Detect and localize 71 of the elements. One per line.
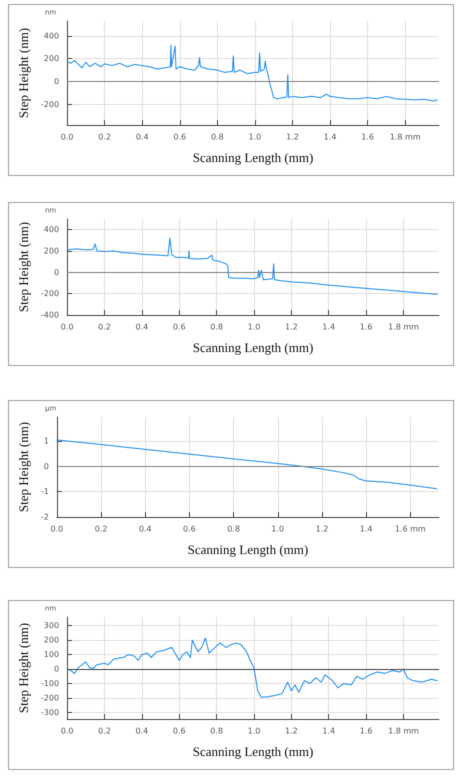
y-tick-label: 0: [54, 664, 60, 674]
x-tick-label: 0.8: [210, 726, 223, 736]
y-axis-title: Step Height (nm): [16, 622, 31, 714]
y-tick-label: 0: [54, 268, 60, 277]
x-tick-label: 1.6: [360, 726, 372, 736]
y-tick-label: -400: [40, 310, 60, 320]
y-tick-label: -300: [40, 708, 60, 717]
x-tick-label: 1.8 mm: [388, 726, 420, 736]
x-tick-label: 1.2: [284, 726, 298, 736]
y-tick-label: 200: [44, 246, 60, 256]
y-tick-label: 0: [44, 462, 49, 471]
x-tick-label: 1.2: [286, 132, 299, 142]
y-tick-label: -100: [40, 679, 60, 688]
x-tick-label: 0.4: [135, 726, 148, 736]
y-tick-label: 1: [44, 436, 49, 446]
y-tick-label: -1: [40, 487, 49, 496]
x-tick-label: 1.8 mm: [388, 322, 420, 332]
x-tick-label: 1.2: [284, 322, 298, 332]
x-tick-label: 1.4: [360, 524, 372, 534]
y-tick-label: 200: [44, 54, 60, 64]
x-tick-label: 1.4: [322, 322, 336, 332]
x-tick-label: 1.0: [248, 726, 260, 736]
x-tick-label: 1.0: [271, 524, 284, 534]
y-tick-label: 100: [44, 650, 60, 660]
line-series: [66, 44, 438, 102]
y-tick-label: 300: [44, 621, 60, 630]
y-tick-label: 400: [44, 225, 60, 234]
x-tick-label: 1.4: [322, 726, 336, 736]
y-tick-label: -2: [40, 512, 49, 522]
y-tick-label: 200: [44, 636, 60, 645]
x-tick-label: 0.8: [210, 132, 224, 142]
y-tick-label: -200: [40, 100, 60, 109]
line-series: [66, 637, 438, 698]
y-axis-title: Step Height (nm): [16, 28, 31, 118]
x-tick-label: 0.2: [98, 726, 111, 736]
y-tick-label: -200: [40, 694, 60, 703]
x-tick-label: 1.6: [360, 322, 372, 332]
y-axis-title: Step Height (nm): [16, 422, 31, 512]
x-tick-label: 0.2: [94, 524, 108, 534]
x-tick-label: 0.4: [138, 524, 152, 534]
y-tick-label: 400: [44, 31, 60, 40]
x-tick-label: 0.0: [60, 132, 74, 142]
x-tick-label: 0.2: [98, 322, 111, 332]
y-tick-label: 0: [54, 77, 60, 86]
x-tick-label: 0.6: [172, 726, 186, 736]
x-tick-label: 1.6: [361, 132, 374, 142]
line-series: [66, 238, 438, 295]
x-tick-label: 0.6: [173, 132, 186, 142]
x-tick-label: 0.8: [210, 322, 223, 332]
x-tick-label: 0.0: [60, 726, 74, 736]
x-tick-label: 0.6: [172, 322, 186, 332]
x-tick-label: 1.0: [248, 322, 260, 332]
x-tick-label: 0.2: [98, 132, 111, 142]
x-axis-title: Scanning Length (mm): [192, 340, 314, 355]
y-tick-label: -200: [40, 289, 60, 298]
x-tick-label: 0.4: [135, 322, 148, 332]
x-axis-title: Scanning Length (mm): [192, 150, 314, 165]
x-axis-title: Scanning Length (mm): [192, 744, 314, 759]
y-axis-title: Step Height (nm): [16, 222, 31, 312]
x-tick-label: 1.8 mm: [390, 132, 421, 142]
line-series: [56, 439, 438, 490]
x-tick-label: 0.0: [50, 524, 64, 534]
x-tick-label: 0.0: [60, 322, 74, 332]
x-tick-label: 1.6 mm: [394, 524, 426, 534]
x-tick-label: 1.2: [316, 524, 328, 534]
x-tick-label: 1.4: [324, 132, 336, 142]
x-tick-label: 1.0: [248, 132, 262, 142]
x-tick-label: 0.4: [136, 132, 149, 142]
x-tick-label: 0.8: [227, 524, 240, 534]
x-axis-title: Scanning Length (mm): [188, 542, 308, 557]
x-tick-label: 0.6: [183, 524, 196, 534]
